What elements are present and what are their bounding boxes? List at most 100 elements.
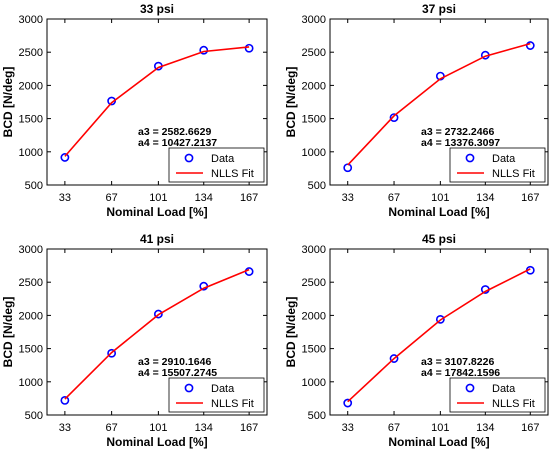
x-tick-label: 134 xyxy=(476,192,494,204)
legend-entry: NLLS Fit xyxy=(492,168,535,180)
y-tick-label: 3000 xyxy=(19,244,43,256)
y-tick-label: 1500 xyxy=(19,114,43,126)
chart-panel-3: 500 1000 1500 2000 2500 3000 33 67 101 134 167 45 p… xyxy=(284,232,549,449)
legend-entry: NLLS Fit xyxy=(492,398,535,410)
y-tick-label: 500 xyxy=(308,180,326,192)
x-axis-label: Nominal Load [%] xyxy=(106,205,207,219)
y-axis-label: BCD [N/deg] xyxy=(1,67,15,138)
data-point xyxy=(435,314,445,324)
legend-entry: Data xyxy=(492,153,516,165)
x-tick-label: 33 xyxy=(59,422,71,434)
parameter-annotation: a4 = 17842.1596 xyxy=(421,367,500,379)
parameter-annotation: a3 = 2582.6629 xyxy=(138,126,211,138)
x-tick-label: 167 xyxy=(240,192,258,204)
x-axis-label: Nominal Load [%] xyxy=(388,435,489,449)
x-tick-label: 33 xyxy=(342,422,354,434)
data-point xyxy=(389,113,399,123)
y-tick-label: 1000 xyxy=(19,377,43,389)
x-tick-label: 167 xyxy=(240,422,258,434)
y-tick-label: 1500 xyxy=(19,344,43,356)
chart-title: 37 psi xyxy=(422,2,456,16)
legend-entry: NLLS Fit xyxy=(211,398,254,410)
x-tick-label: 167 xyxy=(521,422,539,434)
parameter-annotation: a4 = 15507.2745 xyxy=(138,367,217,379)
legend-entry: Data xyxy=(211,153,235,165)
data-point xyxy=(107,96,117,106)
x-tick-label: 134 xyxy=(195,422,213,434)
legend-marker-swatch xyxy=(184,383,194,393)
y-tick-label: 1500 xyxy=(302,114,326,126)
legend-entry: NLLS Fit xyxy=(211,168,254,180)
x-tick-label: 67 xyxy=(388,192,400,204)
y-tick-label: 3000 xyxy=(302,244,326,256)
data-point xyxy=(153,309,163,319)
legend-marker-swatch xyxy=(465,383,475,393)
chart-panel-0: 500 1000 1500 2000 2500 3000 33 67 101 134 167 33 p… xyxy=(1,2,268,219)
legend-entry: Data xyxy=(211,383,235,395)
x-tick-label: 67 xyxy=(106,192,118,204)
parameter-annotation: a3 = 2910.1646 xyxy=(138,356,211,368)
y-tick-label: 2500 xyxy=(19,277,43,289)
y-axis-label: BCD [N/deg] xyxy=(284,67,298,138)
y-tick-label: 2000 xyxy=(19,80,43,92)
legend-marker-swatch xyxy=(465,153,475,163)
y-tick-label: 1000 xyxy=(19,147,43,159)
parameter-annotation: a4 = 10427.2137 xyxy=(138,137,217,149)
x-tick-label: 101 xyxy=(149,192,167,204)
x-tick-label: 101 xyxy=(149,422,167,434)
legend-marker-swatch xyxy=(184,153,194,163)
x-tick-label: 33 xyxy=(342,192,354,204)
x-tick-label: 67 xyxy=(388,422,400,434)
chart-panel-2: 500 1000 1500 2000 2500 3000 33 67 101 134 167 41 p… xyxy=(1,232,268,449)
y-tick-label: 2500 xyxy=(302,47,326,59)
y-axis-label: BCD [N/deg] xyxy=(284,297,298,368)
y-tick-label: 2500 xyxy=(19,47,43,59)
x-tick-label: 167 xyxy=(521,192,539,204)
parameter-annotation: a4 = 13376.3097 xyxy=(421,137,500,149)
y-tick-label: 2000 xyxy=(302,80,326,92)
x-axis-label: Nominal Load [%] xyxy=(388,205,489,219)
legend-box xyxy=(449,147,546,183)
chart-title: 33 psi xyxy=(140,2,174,16)
fit-line xyxy=(64,46,250,157)
data-point xyxy=(199,45,209,55)
y-tick-label: 1500 xyxy=(302,344,326,356)
data-point xyxy=(525,41,535,50)
y-tick-label: 1000 xyxy=(302,377,326,389)
y-tick-label: 2000 xyxy=(302,310,326,322)
x-tick-label: 67 xyxy=(106,422,118,434)
x-tick-label: 101 xyxy=(431,422,449,434)
y-axis-label: BCD [N/deg] xyxy=(1,297,15,368)
x-tick-label: 134 xyxy=(195,192,213,204)
legend-box xyxy=(168,147,265,183)
parameter-annotation: a3 = 3107.8226 xyxy=(421,356,494,368)
data-point xyxy=(107,348,117,358)
x-axis-label: Nominal Load [%] xyxy=(106,435,207,449)
x-tick-label: 33 xyxy=(59,192,71,204)
fit-line xyxy=(347,42,531,166)
y-tick-label: 500 xyxy=(308,410,326,422)
legend-box xyxy=(168,377,265,413)
y-tick-label: 500 xyxy=(25,180,43,192)
x-tick-label: 134 xyxy=(476,422,494,434)
y-tick-label: 3000 xyxy=(302,14,326,26)
data-point xyxy=(389,354,399,363)
y-tick-label: 500 xyxy=(25,410,43,422)
data-point xyxy=(60,153,70,162)
parameter-annotation: a3 = 2732.2466 xyxy=(421,126,494,138)
fit-line xyxy=(64,268,250,400)
y-tick-label: 2000 xyxy=(19,310,43,322)
data-point xyxy=(244,43,254,53)
data-point xyxy=(60,395,70,405)
y-tick-label: 3000 xyxy=(19,14,43,26)
y-tick-label: 2500 xyxy=(302,277,326,289)
chart-title: 41 psi xyxy=(140,232,174,246)
chart-title: 45 psi xyxy=(422,232,456,246)
fit-line xyxy=(347,268,531,403)
chart-panel-1: 500 1000 1500 2000 2500 3000 33 67 101 134 167 37 p… xyxy=(284,2,549,219)
legend-entry: Data xyxy=(492,383,516,395)
legend-box xyxy=(449,377,546,413)
data-point xyxy=(343,398,353,408)
y-tick-label: 1000 xyxy=(302,147,326,159)
